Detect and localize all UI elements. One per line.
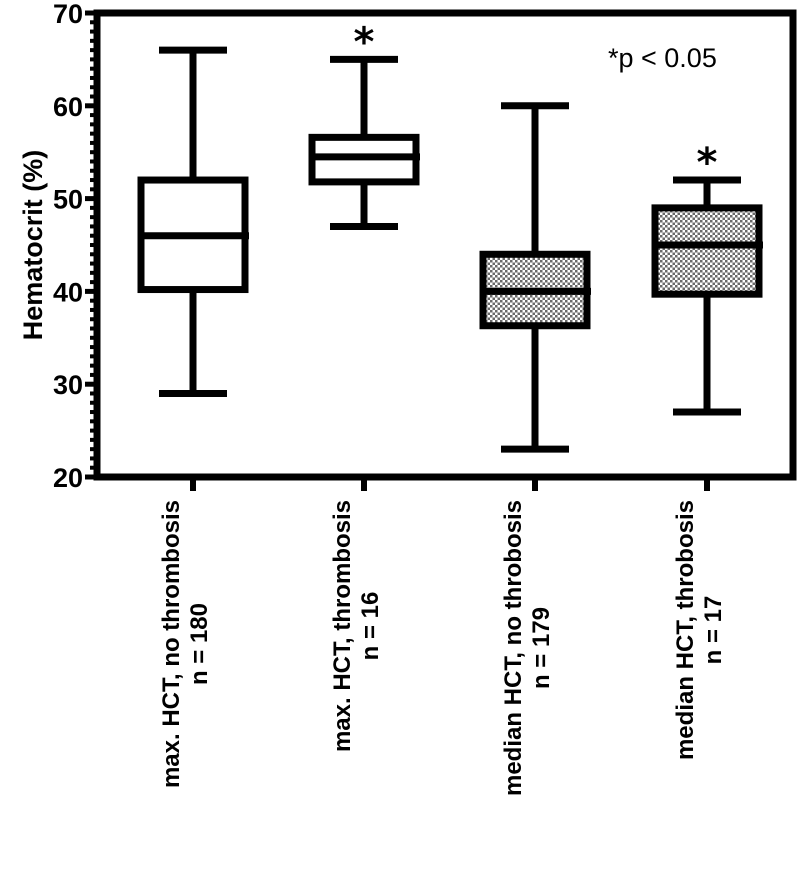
y-tick-label: 30 bbox=[53, 370, 83, 400]
y-axis-title: Hematocrit (%) bbox=[18, 150, 48, 341]
category-label: max. HCT, no thrombosis bbox=[158, 500, 185, 788]
y-tick-label: 60 bbox=[53, 92, 83, 122]
category-label: median HCT, throbosis bbox=[672, 500, 699, 760]
box-series-1 bbox=[137, 46, 249, 397]
significance-annotation: *p < 0.05 bbox=[608, 43, 717, 73]
category-n-label: n = 16 bbox=[357, 592, 384, 661]
significance-star: * bbox=[354, 19, 375, 65]
significance-star: * bbox=[697, 140, 718, 186]
y-tick-label: 50 bbox=[53, 185, 83, 215]
category-n-label: n = 17 bbox=[700, 596, 727, 665]
category-label: max. HCT, thrombosis bbox=[329, 500, 356, 752]
y-tick-label: 40 bbox=[53, 277, 83, 307]
category-label: median HCT, no throbosis bbox=[500, 500, 527, 796]
y-tick-label: 20 bbox=[53, 463, 83, 493]
category-n-label: n = 179 bbox=[528, 607, 555, 689]
y-tick-label: 70 bbox=[53, 0, 83, 29]
box-series-2 bbox=[308, 55, 420, 230]
category-n-label: n = 180 bbox=[186, 603, 213, 685]
box-iqr bbox=[651, 204, 763, 298]
box-series-3 bbox=[479, 102, 591, 453]
box-series-4 bbox=[651, 176, 763, 416]
